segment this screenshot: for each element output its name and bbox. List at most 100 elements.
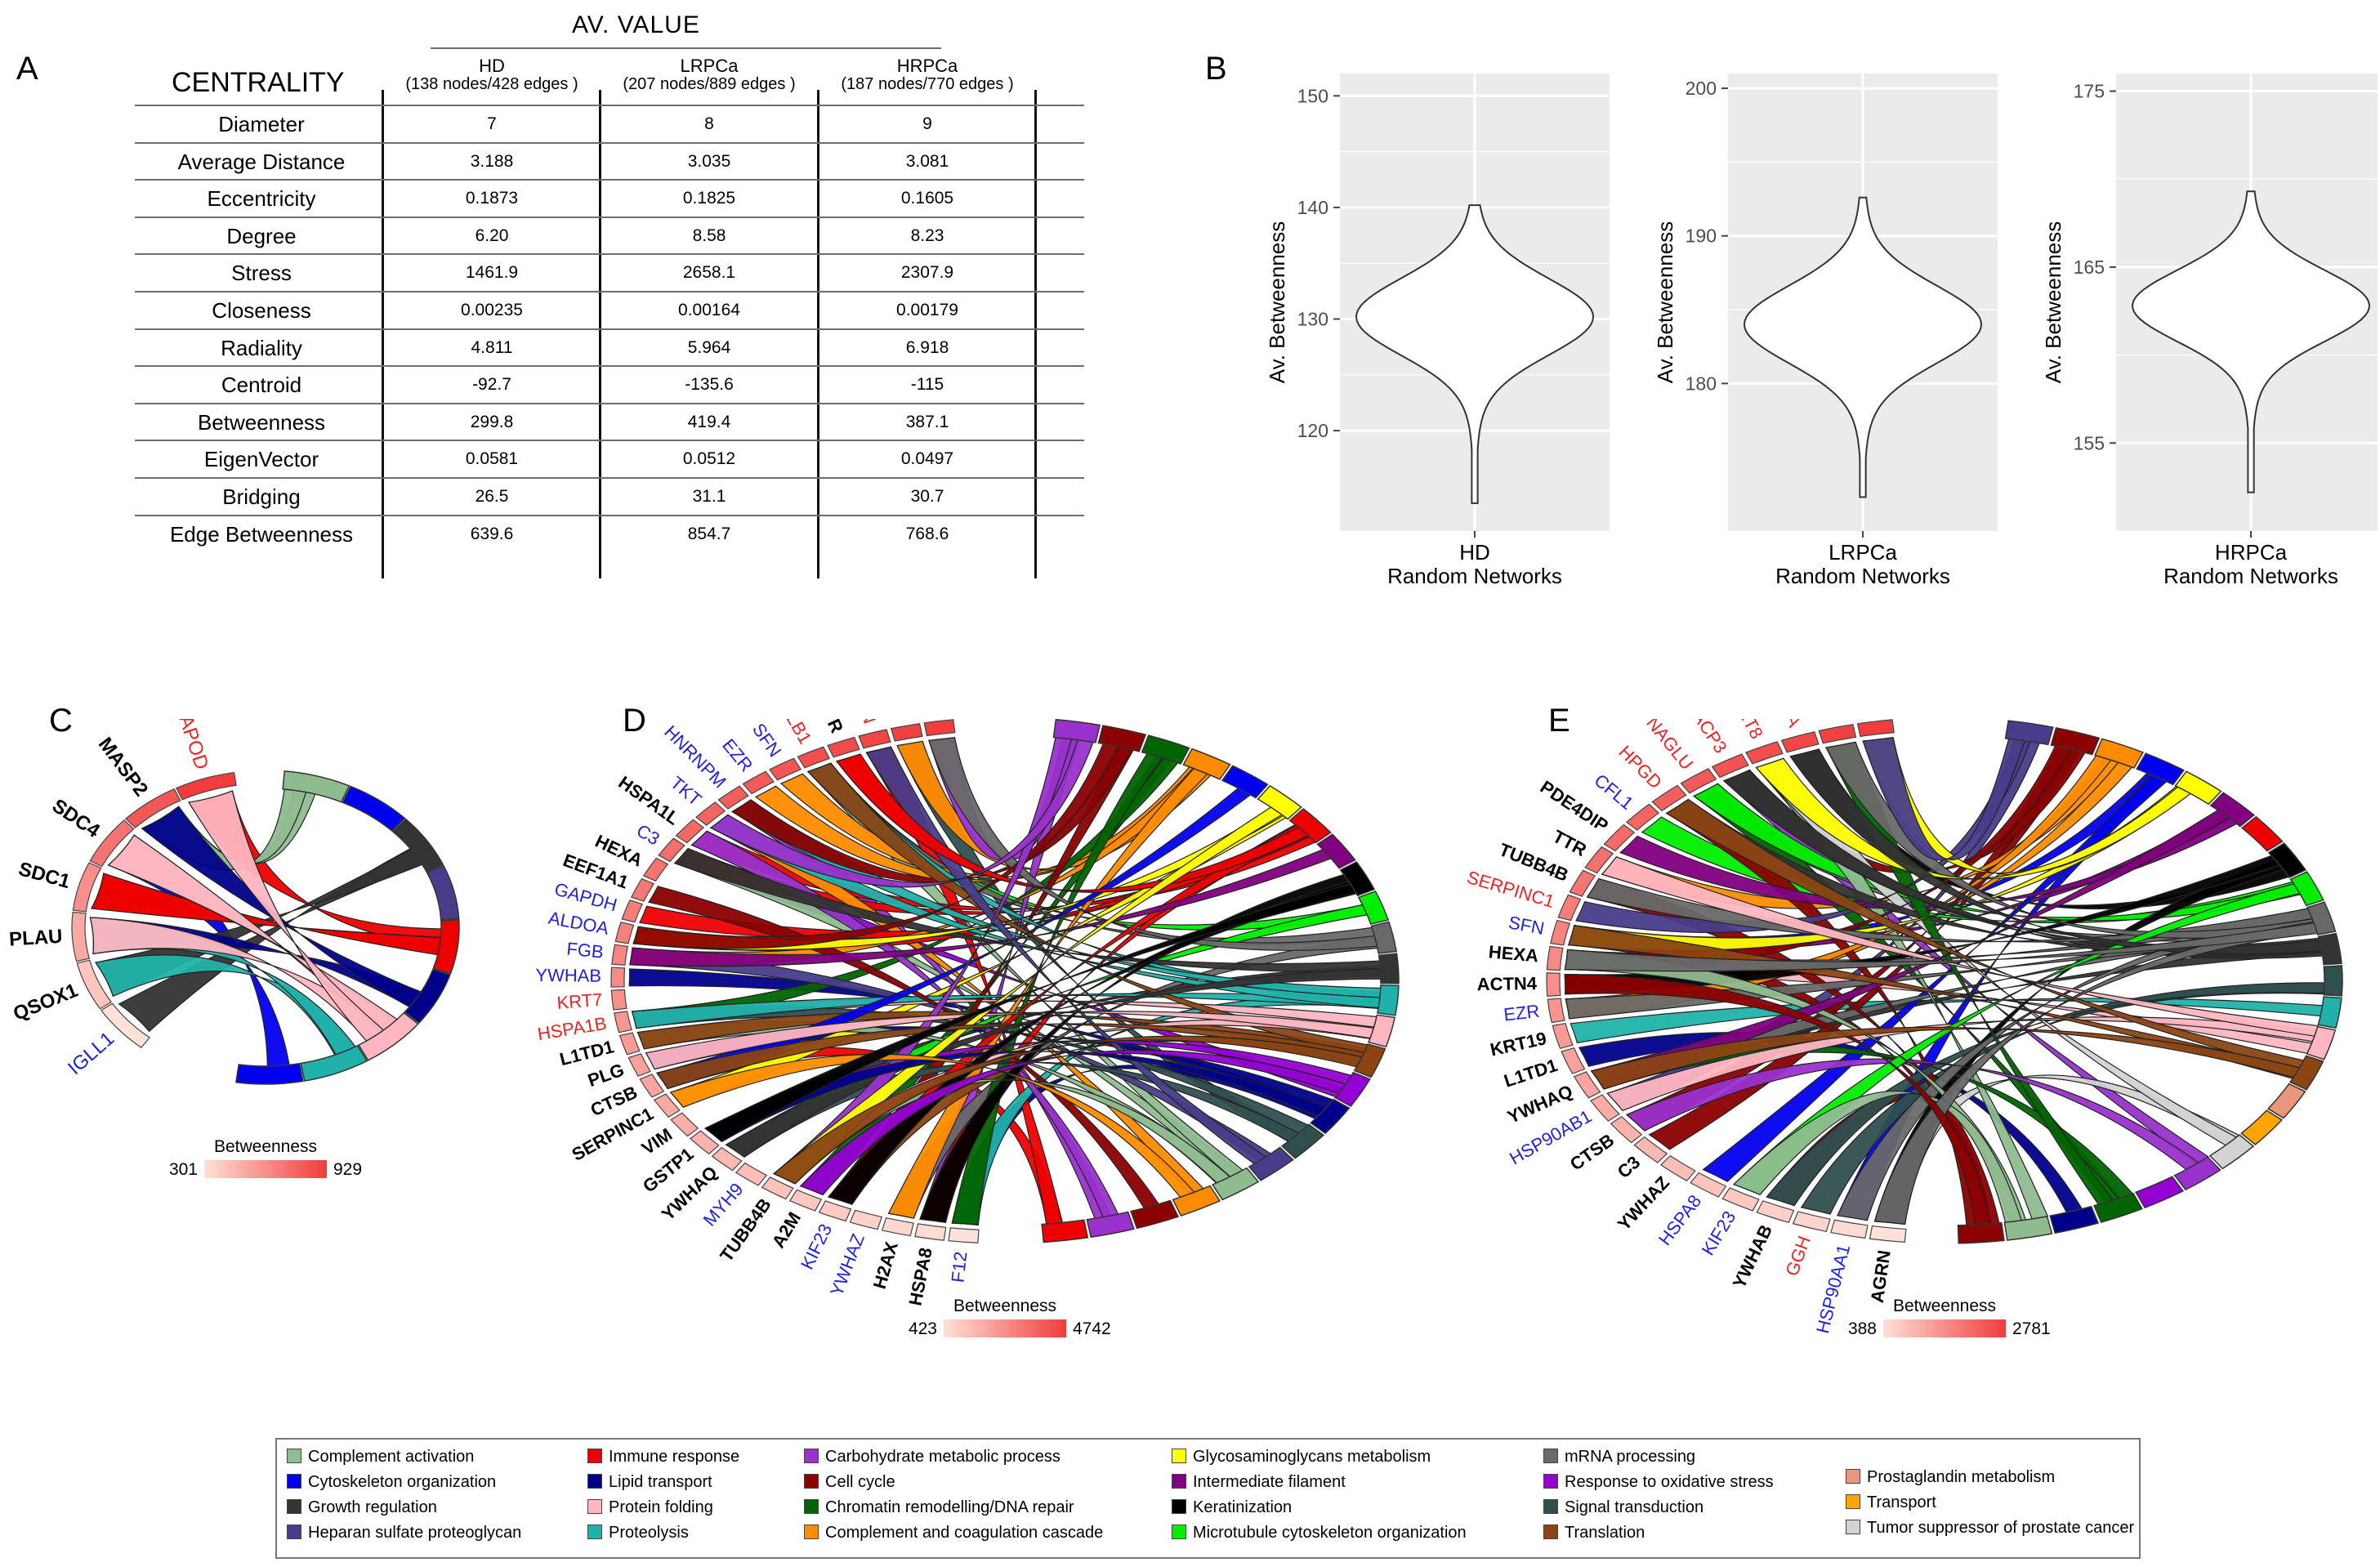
chord-ribbon bbox=[1873, 921, 2318, 1225]
function-arc bbox=[2003, 1215, 2053, 1241]
y-tick-label: 200 bbox=[1686, 78, 1717, 99]
gene-label: HSPA8 bbox=[905, 1246, 936, 1307]
function-arc bbox=[1257, 784, 1302, 820]
legend-item: Chromatin remodelling/DNA repair bbox=[804, 1498, 1074, 1517]
chord-ribbon bbox=[141, 806, 422, 1008]
row-divider bbox=[135, 179, 1084, 181]
legend-item: Cell cycle bbox=[804, 1473, 895, 1492]
chord-ribbon bbox=[951, 752, 1163, 1225]
gene-label: APOD bbox=[174, 719, 212, 772]
gene-label: AGRN bbox=[1867, 1248, 1895, 1304]
gene-arc bbox=[1552, 1022, 1574, 1049]
function-arc bbox=[1052, 719, 1101, 743]
function-arc bbox=[1172, 1185, 1221, 1217]
legend-swatch bbox=[287, 1499, 301, 1514]
chord-ribbon bbox=[631, 993, 1381, 1029]
function-arc bbox=[1310, 1098, 1351, 1135]
violin-shape bbox=[1743, 196, 1983, 498]
table-cell: 8.58 bbox=[692, 225, 726, 245]
violin-shape bbox=[2132, 190, 2370, 493]
function-arc bbox=[1378, 953, 1400, 984]
gene-label: SIRPA bbox=[1766, 719, 1805, 730]
function-arc bbox=[2049, 1205, 2100, 1234]
gene-label: F12 bbox=[947, 1251, 971, 1284]
gene-label: ACP3 bbox=[1688, 719, 1730, 757]
chord-diagram-e: AGRNHSP90AA1GGHYWHABKIF23HSPA8YWHAZC3CTS… bbox=[1465, 719, 2343, 1338]
gene-label: HSPA8 bbox=[1654, 1191, 1706, 1249]
gene-arc bbox=[761, 1176, 794, 1200]
chord-ribbon bbox=[1625, 1058, 2200, 1171]
legend-swatch bbox=[587, 1474, 602, 1489]
panel-label-b: B bbox=[1205, 51, 1227, 87]
gene-arc bbox=[614, 1011, 632, 1034]
function-arc bbox=[2208, 1134, 2255, 1170]
table-cell: 1461.9 bbox=[465, 263, 519, 283]
gene-arc bbox=[711, 1146, 743, 1172]
function-arc bbox=[1288, 807, 1332, 844]
table-cell: 8.23 bbox=[910, 225, 944, 245]
legend-swatch bbox=[287, 1474, 301, 1489]
chord-diagram-d: F12HSPA8H2AXYWHAZKIF23A2MTUBB4BMYH9YWHAQ… bbox=[535, 719, 1400, 1338]
y-tick-label: 150 bbox=[1297, 85, 1328, 106]
chord-ribbon bbox=[731, 745, 1133, 883]
function-arc bbox=[2004, 720, 2054, 746]
gene-arc bbox=[849, 1209, 883, 1230]
gene-arc bbox=[1711, 753, 1749, 779]
function-arc bbox=[391, 818, 444, 873]
table-cell: 768.6 bbox=[905, 524, 949, 543]
gene-label: C3 bbox=[1614, 1152, 1645, 1182]
gene-arc bbox=[1546, 945, 1564, 971]
gene-arc bbox=[1569, 869, 1596, 897]
legend-item: Signal transduction bbox=[1543, 1498, 1704, 1517]
gene-label: L1TD1 bbox=[1502, 1055, 1561, 1092]
function-arc bbox=[1097, 725, 1147, 752]
chord-ribbon bbox=[799, 1049, 1346, 1196]
chord-ribbon bbox=[773, 1035, 1363, 1185]
x-tick-label: HD bbox=[1459, 540, 1490, 565]
gene-arc bbox=[768, 757, 802, 781]
gene-arc bbox=[827, 736, 860, 758]
chord-ribbon bbox=[669, 1053, 1195, 1199]
row-divider bbox=[135, 328, 1084, 330]
legend-item: Proteolysis bbox=[587, 1524, 689, 1542]
legend-item: Carbohydrate metabolic process bbox=[804, 1448, 1061, 1467]
gene-arc bbox=[642, 857, 669, 882]
legend-label: Cell cycle bbox=[825, 1473, 895, 1491]
gene-arc bbox=[1573, 1071, 1601, 1099]
y-tick-label: 140 bbox=[1297, 197, 1328, 218]
table-cell: 419.4 bbox=[687, 412, 731, 431]
legend-item: Tumor suppressor of prostate cancer bbox=[1846, 1519, 2134, 1538]
gene-label: HEXA bbox=[1488, 941, 1539, 966]
function-arc bbox=[2135, 1176, 2185, 1209]
table-cell: 0.1605 bbox=[900, 189, 954, 208]
function-arc bbox=[1339, 861, 1376, 897]
function-arc bbox=[1041, 1219, 1089, 1243]
chord-ribbon bbox=[1564, 974, 1992, 1225]
function-arc bbox=[1316, 833, 1356, 869]
function-arc bbox=[1211, 1167, 1260, 1201]
function-arc bbox=[357, 1011, 419, 1061]
legend-swatch bbox=[1172, 1474, 1186, 1489]
betweenness-scale-bar bbox=[204, 1160, 327, 1178]
table-cell: 0.00235 bbox=[461, 301, 523, 319]
function-arc bbox=[2266, 1083, 2306, 1119]
y-tick-label: 165 bbox=[2074, 257, 2105, 278]
table-cell: 0.00179 bbox=[896, 301, 958, 319]
row-label: Eccentricity bbox=[207, 186, 316, 212]
chord-ribbon bbox=[1862, 737, 2026, 861]
title-underline bbox=[431, 47, 941, 49]
row-divider bbox=[135, 365, 1084, 368]
gene-arc bbox=[1792, 1211, 1831, 1233]
legend-label: Response to oxidative stress bbox=[1565, 1473, 1774, 1491]
legend-label: Translation bbox=[1565, 1524, 1645, 1542]
column-divider bbox=[817, 90, 819, 578]
x-tick-label: LRPCa bbox=[1829, 540, 1897, 565]
legend-swatch bbox=[587, 1525, 602, 1539]
chord-ribbon bbox=[1825, 741, 2317, 939]
legend-label: Complement activation bbox=[308, 1448, 475, 1466]
gene-arc bbox=[1590, 1094, 1620, 1122]
table-cell: 4.811 bbox=[471, 337, 513, 357]
column-divider bbox=[1034, 90, 1037, 578]
scale-title: Betweenness bbox=[214, 1137, 317, 1156]
